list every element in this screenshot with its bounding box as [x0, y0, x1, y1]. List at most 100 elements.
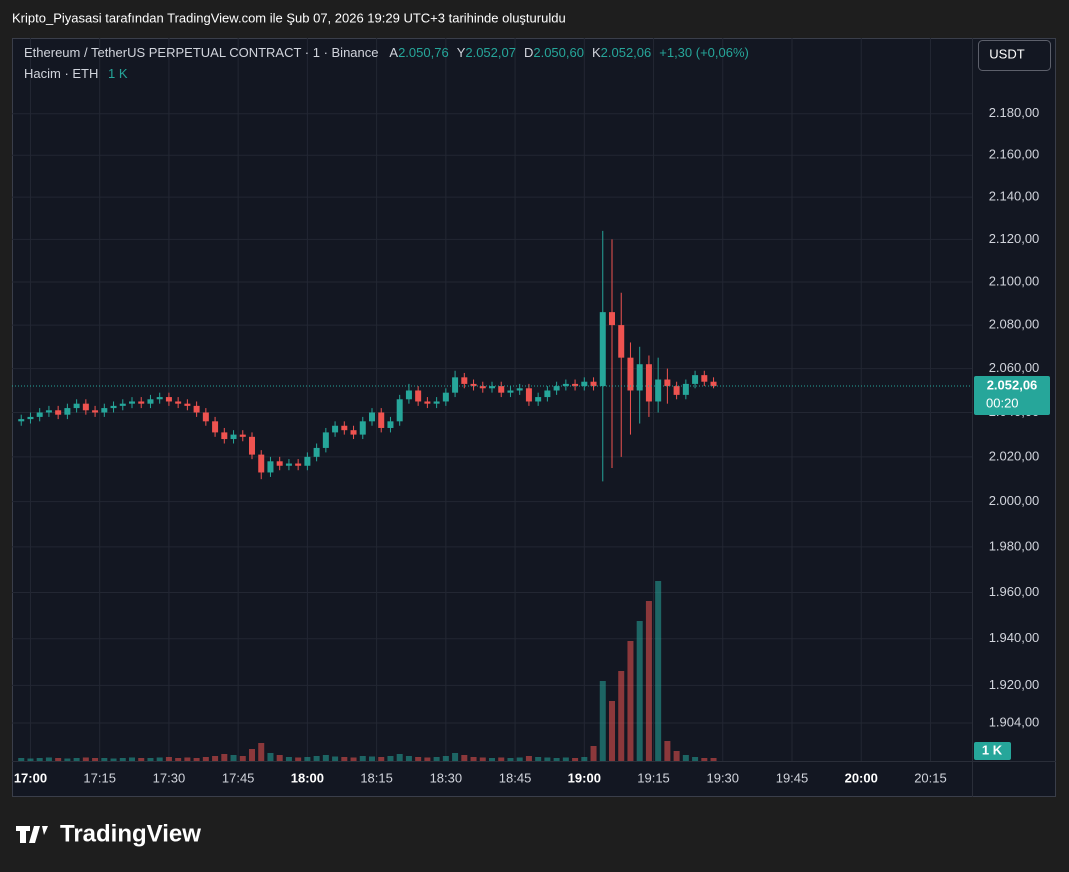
candle-body	[470, 383, 477, 387]
ohlc-label: K	[592, 45, 601, 60]
volume-bar	[147, 758, 154, 761]
y-tick-label: 2.100,00	[989, 273, 1040, 288]
volume-bar	[433, 757, 440, 761]
x-tick-label: 17:30	[153, 770, 186, 785]
candle-body	[27, 416, 34, 420]
candle-body	[489, 386, 495, 389]
candle-body	[590, 381, 597, 387]
candle-body	[119, 403, 126, 406]
volume-bar	[442, 756, 449, 761]
legend: Ethereum / TetherUS PERPETUAL CONTRACT ·…	[24, 45, 749, 60]
volume-legend: Hacim · ETH 1 K	[24, 66, 128, 81]
y-tick-label: 2.140,00	[989, 189, 1040, 204]
volume-bar	[581, 757, 588, 761]
volume-bar	[396, 754, 403, 761]
volume-bar	[710, 758, 717, 761]
y-tick-label: 2.060,00	[989, 360, 1040, 375]
candle-body	[581, 381, 588, 387]
volume-bar	[701, 758, 708, 761]
candle-body	[525, 388, 532, 402]
volume-bar	[73, 758, 80, 761]
volume-bar	[64, 758, 71, 761]
volume-bar	[175, 758, 182, 761]
ohlc-value: 2.052,06	[601, 45, 652, 60]
candle-body	[553, 386, 560, 391]
candle-body	[313, 447, 320, 457]
volume-bar	[101, 758, 108, 761]
volume-bar	[221, 754, 228, 761]
grid: 1.904,00 1.920,00 1.940,00 1.960,00 1.980,00…	[12, 38, 1039, 785]
candle-body	[544, 390, 551, 398]
volume-bar	[618, 671, 625, 761]
y-tick-label: 2.180,00	[989, 105, 1040, 120]
candle-body	[101, 408, 108, 413]
candle-body	[609, 312, 615, 326]
volume-bar	[387, 756, 394, 761]
candle-body	[535, 397, 542, 402]
candle-body	[599, 312, 606, 387]
volume-bar	[193, 758, 200, 761]
candle-body	[369, 412, 375, 422]
volume-bar	[636, 621, 643, 761]
candle-body	[664, 379, 671, 387]
volume-bar	[276, 755, 283, 761]
volume-bar	[119, 758, 126, 761]
candle-body	[221, 432, 228, 440]
volume-bar	[645, 601, 652, 761]
countdown: 00:20	[986, 395, 1019, 410]
x-tick-label: 18:15	[360, 770, 393, 785]
volume-value: 1 K	[108, 66, 128, 81]
volume-bar	[489, 758, 495, 761]
volume-bar	[267, 753, 274, 761]
volume-bar	[673, 751, 680, 761]
volume-bar	[609, 701, 615, 761]
ohlc-value: 2.052,07	[465, 45, 516, 60]
volume-bar	[507, 758, 514, 761]
volume-bar	[452, 753, 459, 761]
candle-body	[239, 434, 246, 437]
candle-body	[636, 364, 643, 391]
candle-body	[682, 383, 689, 395]
candle-body	[165, 397, 172, 402]
x-tick-label: 18:00	[291, 770, 324, 785]
x-tick-label: 19:15	[637, 770, 670, 785]
y-tick-label: 2.080,00	[989, 317, 1040, 332]
volume-title: Hacim · ETH	[24, 66, 98, 81]
volume-bar	[682, 755, 689, 761]
candle-body	[655, 379, 662, 402]
volume-bar	[415, 757, 422, 761]
volume-bar	[304, 757, 311, 761]
volume-bar	[498, 757, 505, 761]
y-tick-label: 2.020,00	[989, 448, 1040, 463]
volume-bar	[341, 757, 348, 761]
y-tick-label: 2.120,00	[989, 231, 1040, 246]
volume-bar	[378, 757, 385, 761]
volume-bar	[405, 756, 412, 761]
candle-body	[673, 386, 680, 395]
candle-body	[138, 401, 145, 404]
volume-bar	[479, 757, 486, 761]
candle-body	[452, 377, 459, 393]
marks	[18, 230, 717, 761]
y-tick-label: 2.000,00	[989, 493, 1040, 508]
currency-button-label[interactable]: USDT	[989, 46, 1024, 61]
candle-body	[415, 390, 422, 402]
ohlc-label: A	[389, 45, 398, 60]
candle-body	[92, 410, 99, 413]
volume-tag	[974, 742, 1011, 760]
candle-body	[359, 421, 366, 435]
volume-bar	[525, 756, 532, 761]
overlay: 2.052,06 00:20 1 K	[12, 375, 1050, 760]
y-tick-label: 1.940,00	[989, 630, 1040, 645]
volume-bar	[129, 757, 135, 761]
volume-bar	[45, 757, 52, 761]
candle-body	[627, 357, 634, 391]
currency-button[interactable]	[978, 40, 1051, 71]
volume-bar	[655, 581, 662, 761]
candle-body	[45, 410, 52, 413]
candle-body	[618, 325, 625, 358]
volume-bar	[295, 757, 302, 761]
candle-body	[258, 454, 265, 473]
candle-body	[332, 425, 339, 433]
symbol-title: Ethereum / TetherUS PERPETUAL CONTRACT ·…	[24, 45, 379, 60]
